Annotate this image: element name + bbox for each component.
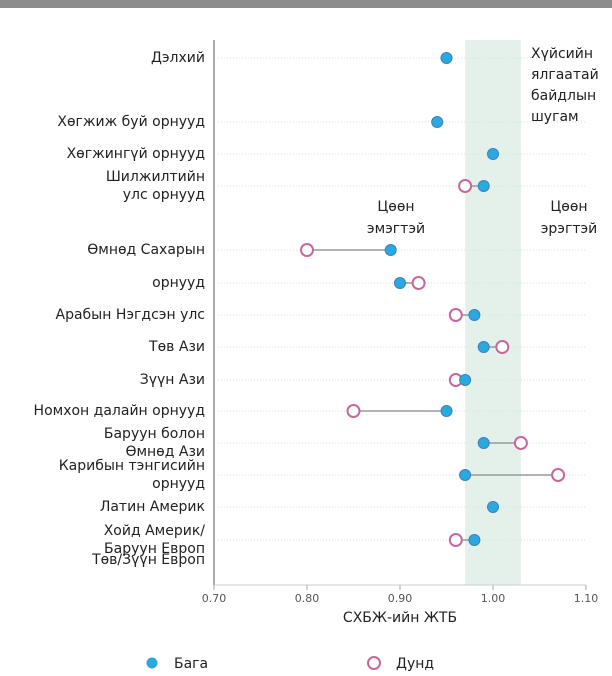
dot-baga [440, 52, 453, 64]
dot-dund [448, 533, 463, 547]
dot-baga [431, 116, 444, 128]
category-label: Арабын Нэгдсэн улс [55, 307, 206, 323]
dot-baga [468, 534, 481, 546]
dot-baga [459, 469, 472, 481]
category-label: Латин Америк [99, 499, 205, 515]
annotation: Цөөн эмэгтэй [366, 199, 426, 237]
category-label: орнууд [152, 275, 205, 291]
dot-baga [459, 374, 472, 386]
legend-marker [146, 657, 158, 669]
top-bar [0, 0, 612, 8]
annotation: Цөөн эрэгтэй [540, 199, 598, 237]
dot-baga [477, 437, 490, 449]
category-label: Өмнөд Сахарын [87, 242, 205, 258]
dot-baga [477, 180, 490, 192]
x-tick-label: 1.00 [481, 592, 506, 605]
dot-baga [468, 309, 481, 321]
category-label: Хойд Америк/ Баруун Европ [103, 523, 205, 557]
category-label: Баруун болон Өмнөд Ази [103, 426, 205, 460]
x-tick-label: 0.70 [202, 592, 227, 605]
category-label: Шилжилтийн улс орнууд [105, 169, 205, 203]
category-label: Хөгжиж буй орнууд [57, 114, 205, 130]
dot-dund [495, 340, 510, 354]
category-label: Төв Ази [149, 339, 205, 355]
x-axis-label: СХБЖ-ийн ЖТБ [343, 610, 457, 626]
dot-dund [411, 276, 426, 290]
dot-dund [513, 436, 528, 450]
category-label: Төв/Зүүн Европ [92, 552, 205, 568]
legend-marker [367, 656, 381, 670]
dot-baga [477, 341, 490, 353]
dot-dund [300, 243, 314, 257]
dot-baga [487, 501, 499, 513]
x-tick-label: 0.80 [295, 592, 320, 605]
dot-baga [394, 277, 406, 289]
band-label: Хүйсийн ялгаатай байдлын шугам [531, 46, 599, 125]
dot-dund [551, 468, 566, 482]
dot-baga [440, 405, 453, 417]
x-tick-label: 1.10 [574, 592, 599, 605]
category-label: Номхон далайн орнууд [33, 403, 205, 419]
dot-dund [448, 308, 463, 322]
category-label: Карибын тэнгисийн орнууд [58, 458, 205, 492]
dot-dund [458, 179, 473, 193]
dot-dund [346, 404, 361, 418]
legend-label: Бага [174, 656, 208, 672]
legend-label: Дунд [396, 656, 434, 672]
dot-baga [384, 244, 397, 256]
dot-baga [487, 148, 499, 160]
category-label: Хөгжингүй орнууд [66, 146, 205, 162]
x-tick-label: 0.90 [388, 592, 413, 605]
category-label: Дэлхий [150, 50, 205, 66]
category-label: Зүүн Ази [139, 372, 205, 388]
